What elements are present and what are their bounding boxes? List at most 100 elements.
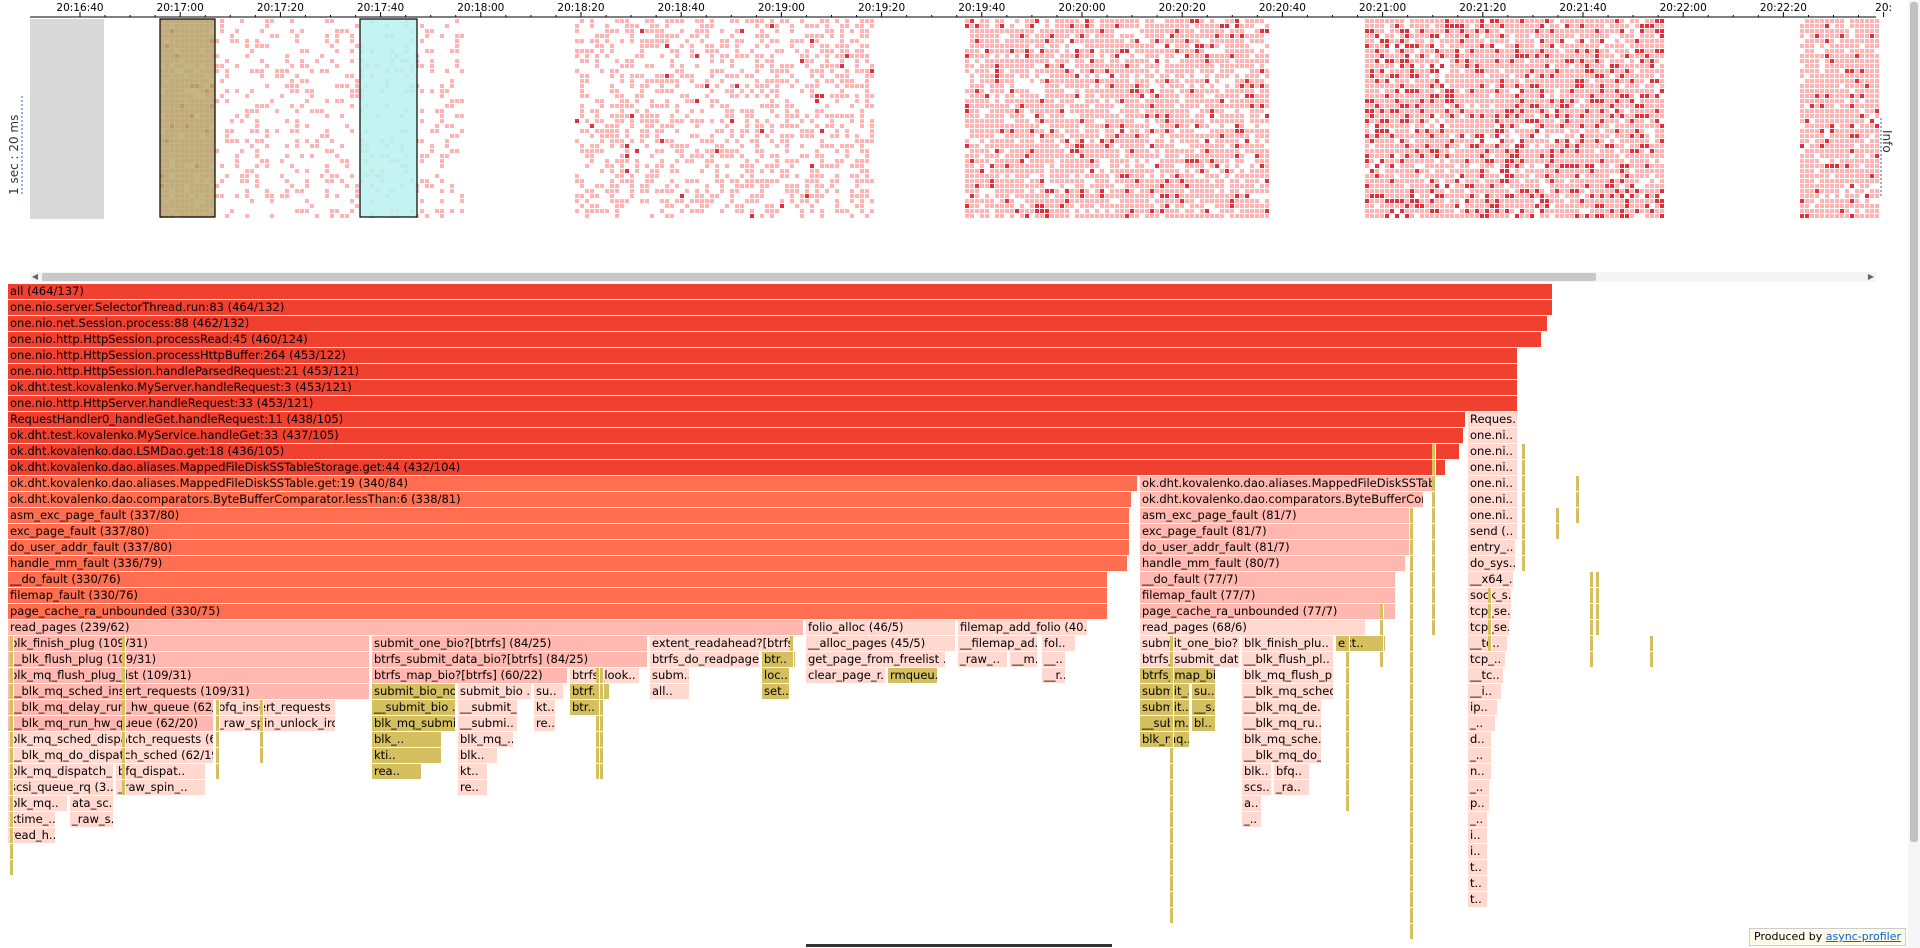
timeline-sample-cell[interactable] <box>970 134 974 138</box>
timeline-sample-cell[interactable] <box>1470 179 1474 183</box>
timeline-sample-cell[interactable] <box>1450 19 1454 23</box>
timeline-sample-cell[interactable] <box>1135 159 1139 163</box>
timeline-sample-cell[interactable] <box>840 89 844 93</box>
timeline-sample-cell[interactable] <box>1385 49 1389 53</box>
timeline-sample-cell[interactable] <box>235 114 239 118</box>
timeline-sample-cell[interactable] <box>1200 44 1204 48</box>
timeline-sample-cell[interactable] <box>630 189 634 193</box>
timeline-sample-cell[interactable] <box>1040 159 1044 163</box>
timeline-sample-cell[interactable] <box>1025 169 1029 173</box>
timeline-sample-cell[interactable] <box>1380 69 1384 73</box>
timeline-sample-cell[interactable] <box>1195 104 1199 108</box>
timeline-sample-cell[interactable] <box>685 114 689 118</box>
timeline-sample-cell[interactable] <box>1515 79 1519 83</box>
timeline-sample-cell[interactable] <box>1135 79 1139 83</box>
timeline-sample-cell[interactable] <box>1115 194 1119 198</box>
timeline-sample-cell[interactable] <box>1480 114 1484 118</box>
timeline-sample-cell[interactable] <box>1205 64 1209 68</box>
timeline-sample-cell[interactable] <box>1505 69 1509 73</box>
timeline-sample-cell[interactable] <box>1025 164 1029 168</box>
timeline-sample-cell[interactable] <box>1435 54 1439 58</box>
timeline-sample-cell[interactable] <box>1050 104 1054 108</box>
timeline-sample-cell[interactable] <box>1125 199 1129 203</box>
timeline-sample-cell[interactable] <box>1380 104 1384 108</box>
timeline-sample-cell[interactable] <box>620 174 624 178</box>
timeline-sample-cell[interactable] <box>1240 29 1244 33</box>
timeline-sample-cell[interactable] <box>800 154 804 158</box>
timeline-sample-cell[interactable] <box>1195 169 1199 173</box>
timeline-sample-cell[interactable] <box>1390 154 1394 158</box>
timeline-sample-cell[interactable] <box>1215 34 1219 38</box>
timeline-sample-cell[interactable] <box>1145 49 1149 53</box>
timeline-sample-cell[interactable] <box>1450 104 1454 108</box>
timeline-sample-cell[interactable] <box>260 159 264 163</box>
timeline-sample-cell[interactable] <box>1250 204 1254 208</box>
timeline-sample-cell[interactable] <box>1095 134 1099 138</box>
timeline-sample-cell[interactable] <box>450 79 454 83</box>
timeline-sample-cell[interactable] <box>1075 179 1079 183</box>
timeline-sample-cell[interactable] <box>1085 124 1089 128</box>
timeline-sample-cell[interactable] <box>645 84 649 88</box>
timeline-sample-cell[interactable] <box>620 199 624 203</box>
timeline-sample-cell[interactable] <box>725 139 729 143</box>
timeline-sample-cell[interactable] <box>630 119 634 123</box>
timeline-sample-cell[interactable] <box>645 134 649 138</box>
timeline-sample-cell[interactable] <box>1130 109 1134 113</box>
timeline-sample-cell[interactable] <box>1145 204 1149 208</box>
timeline-sample-cell[interactable] <box>1255 54 1259 58</box>
timeline-sample-cell[interactable] <box>1050 99 1054 103</box>
timeline-sample-cell[interactable] <box>1090 39 1094 43</box>
timeline-sample-cell[interactable] <box>1405 94 1409 98</box>
timeline-sample-cell[interactable] <box>420 24 424 28</box>
timeline-sample-cell[interactable] <box>735 19 739 23</box>
timeline-sample-cell[interactable] <box>575 39 579 43</box>
timeline-sample-cell[interactable] <box>1230 199 1234 203</box>
timeline-sample-cell[interactable] <box>1070 119 1074 123</box>
timeline-sample-cell[interactable] <box>1220 199 1224 203</box>
timeline-sample-cell[interactable] <box>705 139 709 143</box>
timeline-sample-cell[interactable] <box>1075 194 1079 198</box>
timeline-sample-cell[interactable] <box>1055 64 1059 68</box>
timeline-sample-cell[interactable] <box>1395 149 1399 153</box>
timeline-sample-cell[interactable] <box>615 89 619 93</box>
timeline-sample-cell[interactable] <box>745 159 749 163</box>
timeline-sample-cell[interactable] <box>1235 109 1239 113</box>
timeline-sample-cell[interactable] <box>1180 149 1184 153</box>
timeline-sample-cell[interactable] <box>1160 89 1164 93</box>
timeline-sample-cell[interactable] <box>1445 74 1449 78</box>
timeline-sample-cell[interactable] <box>1180 44 1184 48</box>
timeline-sample-cell[interactable] <box>680 154 684 158</box>
timeline-sample-cell[interactable] <box>1145 194 1149 198</box>
timeline-sample-cell[interactable] <box>735 189 739 193</box>
timeline-sample-cell[interactable] <box>730 84 734 88</box>
timeline-sample-cell[interactable] <box>1240 64 1244 68</box>
timeline-sample-cell[interactable] <box>1135 124 1139 128</box>
timeline-sample-cell[interactable] <box>1470 44 1474 48</box>
timeline-sample-cell[interactable] <box>1100 169 1104 173</box>
timeline-sample-cell[interactable] <box>860 49 864 53</box>
timeline-sample-cell[interactable] <box>1450 159 1454 163</box>
timeline-sample-cell[interactable] <box>680 199 684 203</box>
timeline-sample-cell[interactable] <box>295 144 299 148</box>
timeline-sample-cell[interactable] <box>1510 124 1514 128</box>
timeline-sample-cell[interactable] <box>970 79 974 83</box>
timeline-sample-cell[interactable] <box>270 194 274 198</box>
timeline-sample-cell[interactable] <box>1175 204 1179 208</box>
timeline-sample-cell[interactable] <box>670 89 674 93</box>
timeline-sample-cell[interactable] <box>690 74 694 78</box>
timeline-sample-cell[interactable] <box>1400 94 1404 98</box>
timeline-sample-cell[interactable] <box>1435 99 1439 103</box>
timeline-sample-cell[interactable] <box>970 49 974 53</box>
timeline-sample-cell[interactable] <box>265 159 269 163</box>
timeline-sample-cell[interactable] <box>1515 124 1519 128</box>
timeline-sample-cell[interactable] <box>325 129 329 133</box>
timeline-sample-cell[interactable] <box>1375 199 1379 203</box>
timeline-sample-cell[interactable] <box>1075 34 1079 38</box>
timeline-sample-cell[interactable] <box>1480 144 1484 148</box>
timeline-sample-cell[interactable] <box>1470 64 1474 68</box>
timeline-sample-cell[interactable] <box>830 184 834 188</box>
timeline-sample-cell[interactable] <box>1170 79 1174 83</box>
timeline-sample-cell[interactable] <box>1475 169 1479 173</box>
timeline-sample-cell[interactable] <box>315 109 319 113</box>
timeline-sample-cell[interactable] <box>260 69 264 73</box>
